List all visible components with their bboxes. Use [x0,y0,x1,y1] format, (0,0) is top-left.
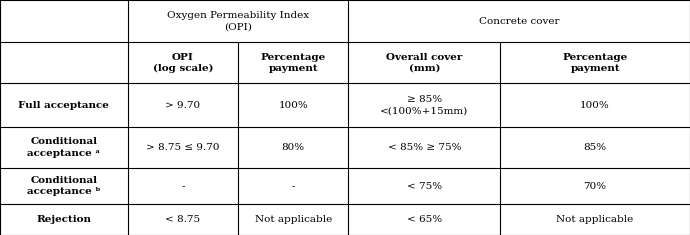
Text: Percentage
payment: Percentage payment [261,53,326,73]
Text: < 75%: < 75% [407,182,442,191]
Text: Conditional
acceptance ᵃ: Conditional acceptance ᵃ [28,137,100,157]
Text: 100%: 100% [278,101,308,110]
Text: 70%: 70% [584,182,607,191]
Text: 85%: 85% [584,143,607,152]
Text: < 85% ≥ 75%: < 85% ≥ 75% [388,143,461,152]
Text: Conditional
acceptance ᵇ: Conditional acceptance ᵇ [27,176,101,196]
Text: Overall cover
(mm): Overall cover (mm) [386,53,462,73]
Text: Concrete cover: Concrete cover [479,17,560,26]
Text: ≥ 85%
<(100%+15mm): ≥ 85% <(100%+15mm) [380,95,469,115]
Text: -: - [181,182,185,191]
Text: OPI
(log scale): OPI (log scale) [152,53,213,73]
Text: < 8.75: < 8.75 [166,215,200,224]
Text: Rejection: Rejection [37,215,91,224]
Text: > 9.70: > 9.70 [166,101,200,110]
Text: Full acceptance: Full acceptance [19,101,109,110]
Text: Not applicable: Not applicable [255,215,332,224]
Text: 100%: 100% [580,101,610,110]
Text: Percentage
payment: Percentage payment [562,53,628,73]
Text: -: - [291,182,295,191]
Text: < 65%: < 65% [407,215,442,224]
Text: 80%: 80% [282,143,305,152]
Text: Oxygen Permeability Index
(OPI): Oxygen Permeability Index (OPI) [167,11,309,31]
Text: > 8.75 ≤ 9.70: > 8.75 ≤ 9.70 [146,143,219,152]
Text: Not applicable: Not applicable [557,215,633,224]
